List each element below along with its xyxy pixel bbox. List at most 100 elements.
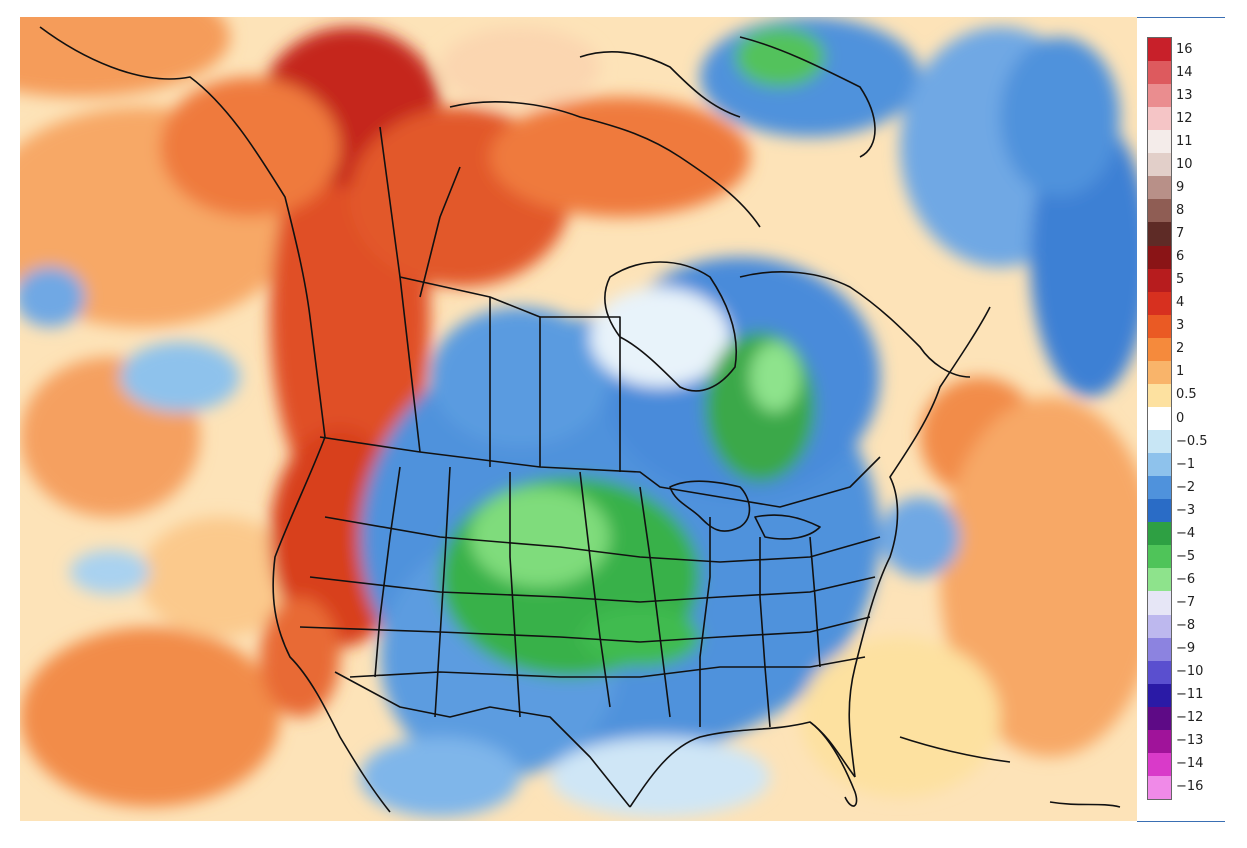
legend-swatch <box>1148 660 1171 685</box>
legend-swatch <box>1148 453 1171 478</box>
legend-swatch <box>1148 683 1171 708</box>
legend-swatch <box>1148 430 1171 455</box>
legend-swatch <box>1148 222 1171 247</box>
legend-tick-label: −5 <box>1176 548 1196 564</box>
lake-erie-outline <box>754 514 821 540</box>
legend-tick-label: 13 <box>1176 87 1193 103</box>
legend-tick-label: −3 <box>1176 502 1196 518</box>
legend-tick-label: 5 <box>1176 272 1185 288</box>
legend-tick-label: −4 <box>1176 525 1196 541</box>
state-line-col1 <box>374 466 401 678</box>
state-line-row4 <box>349 656 866 678</box>
legend-tick-label: 3 <box>1176 318 1185 334</box>
legend-swatch <box>1148 291 1171 316</box>
legend-tick-label: 11 <box>1176 133 1193 149</box>
frame-rule-bottom <box>1137 821 1225 822</box>
legend-swatch <box>1148 752 1171 777</box>
legend-swatch <box>1148 337 1171 362</box>
legend-swatch <box>1148 314 1171 339</box>
state-line-col6 <box>699 517 711 727</box>
legend-swatch <box>1148 84 1171 109</box>
arctic-islands <box>579 51 741 118</box>
frame-rule-top <box>1137 17 1225 18</box>
legend-swatch <box>1148 522 1171 547</box>
arctic-coastline <box>449 101 761 228</box>
legend-swatch <box>1148 268 1171 293</box>
legend-tick-label: 14 <box>1176 64 1193 80</box>
great-lakes-outline <box>669 480 751 532</box>
legend-tick-label: −8 <box>1176 618 1196 634</box>
legend-swatch <box>1148 130 1171 155</box>
legend-tick-label: 12 <box>1176 110 1193 126</box>
legend-swatch <box>1148 637 1171 662</box>
legend-tick-label: 2 <box>1176 341 1185 357</box>
state-line-col2 <box>434 466 451 718</box>
gulf-coastline <box>629 721 856 808</box>
legend-tick-label: −2 <box>1176 479 1196 495</box>
province-line-mb <box>540 316 621 472</box>
legend-tick-label: −13 <box>1176 733 1204 749</box>
legend-swatch <box>1148 153 1171 178</box>
legend-tick-label: 7 <box>1176 226 1185 241</box>
legend-swatch <box>1148 176 1171 201</box>
legend-color-bar <box>1147 37 1172 800</box>
legend-tick-label: −6 <box>1176 571 1196 587</box>
legend-swatch <box>1148 38 1171 63</box>
legend-swatch <box>1148 107 1171 132</box>
state-line-col8 <box>809 536 821 668</box>
legend-tick-label: 4 <box>1176 295 1185 311</box>
anomaly-map <box>20 17 1137 821</box>
legend-tick-label: 0.5 <box>1176 387 1197 403</box>
legend-tick-label: −11 <box>1176 687 1204 703</box>
anomaly-field <box>20 17 1137 817</box>
legend-swatch <box>1148 775 1171 799</box>
legend-tick-label: −12 <box>1176 710 1204 726</box>
legend-swatch <box>1148 614 1171 639</box>
legend-swatch <box>1148 61 1171 86</box>
atlantic-coastline <box>848 306 991 778</box>
florida-outline <box>809 721 858 807</box>
legend-tick-label: −9 <box>1176 641 1196 657</box>
state-line-col4 <box>579 471 611 708</box>
legend-tick-label: 1 <box>1176 364 1185 380</box>
greenland-coastline <box>739 36 876 158</box>
legend-swatch <box>1148 568 1171 593</box>
legend-swatch <box>1148 706 1171 731</box>
caribbean-islands <box>899 736 1121 808</box>
state-line-col5 <box>639 486 671 718</box>
state-line-col3 <box>509 472 521 718</box>
legend-swatch <box>1148 199 1171 224</box>
hudson-bay-outline <box>604 261 738 392</box>
legend-tick-label: −16 <box>1176 779 1204 795</box>
color-legend: 16 14 13 12 11 10 9 8 7 6 5 4 3 2 1 0.5 0 −0.5 −1 −2 −3 −4 −5 −… <box>1147 37 1227 800</box>
territory-line <box>419 166 461 298</box>
map-svg <box>20 17 1137 821</box>
legend-swatch <box>1148 360 1171 385</box>
legend-tick-label: 10 <box>1176 156 1193 172</box>
legend-tick-label: 8 <box>1176 202 1185 218</box>
pacific-coastline <box>39 26 391 813</box>
legend-swatch <box>1148 406 1171 432</box>
legend-swatch <box>1148 545 1171 570</box>
legend-tick-label: −0.5 <box>1176 433 1208 449</box>
legend-swatch <box>1148 383 1171 408</box>
boundary-lines <box>39 26 1121 813</box>
legend-swatch <box>1148 499 1171 524</box>
state-line-row2 <box>309 576 876 603</box>
legend-tick-label: −1 <box>1176 456 1196 472</box>
legend-tick-label: −14 <box>1176 756 1204 772</box>
legend-swatch <box>1148 591 1171 616</box>
legend-tick-label: −10 <box>1176 664 1204 680</box>
legend-tick-label: 16 <box>1176 41 1193 57</box>
us-mexico-border <box>334 671 631 808</box>
labrador-coastline <box>739 271 971 378</box>
legend-swatch <box>1148 245 1171 270</box>
legend-tick-label: 9 <box>1176 179 1185 195</box>
state-line-row1 <box>324 516 881 563</box>
legend-swatch <box>1148 476 1171 501</box>
province-line-ab <box>399 276 541 467</box>
state-line-col7 <box>759 537 771 728</box>
legend-tick-label: 0 <box>1176 410 1185 426</box>
legend-tick-label: 6 <box>1176 249 1185 265</box>
legend-tick-label: −7 <box>1176 594 1196 610</box>
